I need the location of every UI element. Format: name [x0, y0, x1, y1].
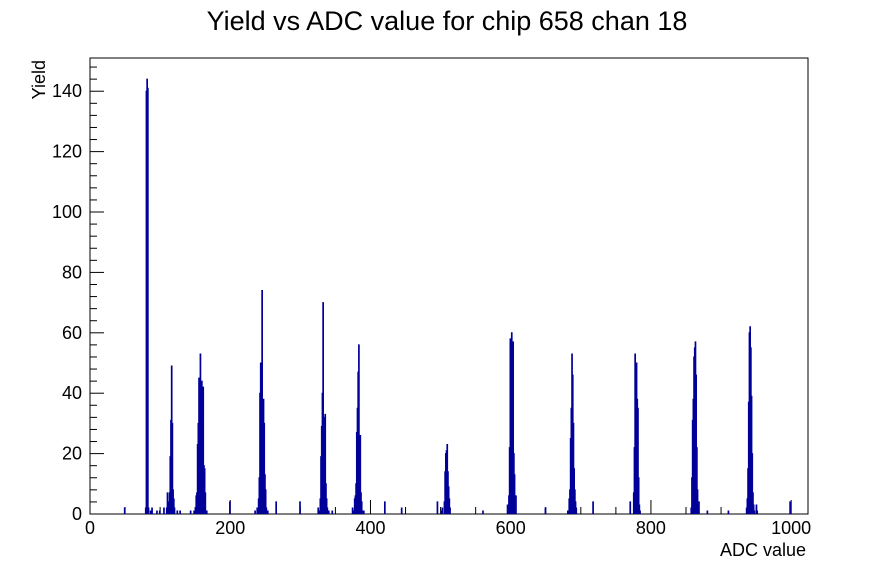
histogram-bin: [637, 407, 639, 514]
histogram-bin: [176, 510, 179, 514]
histogram-bin: [360, 501, 363, 514]
histogram-bin: [639, 510, 641, 514]
histogram-bin: [789, 501, 791, 514]
histogram-bin: [163, 507, 165, 514]
histogram-bin: [637, 477, 640, 514]
histogram-bin: [189, 510, 192, 514]
histogram-bin: [229, 501, 231, 514]
histogram-bin: [204, 492, 207, 514]
histogram-bin: [629, 501, 632, 514]
histogram-bin: [638, 504, 641, 514]
histogram-bin: [751, 453, 754, 514]
chart-title: Yield vs ADC value for chip 658 chan 18: [207, 6, 688, 36]
histogram-bin: [448, 498, 451, 514]
x-tick-label: 0: [85, 518, 95, 538]
histogram-bin: [383, 501, 386, 514]
histogram-bin: [149, 510, 152, 514]
histogram-bin: [515, 495, 517, 514]
histogram-bin: [506, 504, 509, 514]
histogram-bin: [254, 510, 256, 514]
histogram-bin: [167, 501, 170, 514]
histogram-bin: [171, 422, 174, 514]
histogram-bars: [123, 78, 791, 514]
y-tick-label: 20: [62, 444, 82, 464]
histogram-bin: [331, 510, 334, 514]
histogram-bin: [436, 501, 439, 514]
histogram-bin: [193, 510, 195, 514]
histogram-bin: [266, 510, 269, 514]
histogram-bin: [695, 374, 698, 514]
histogram-bin: [755, 504, 758, 514]
histogram-bin: [441, 507, 444, 514]
histogram-bin: [512, 341, 515, 514]
histogram-bin: [205, 510, 208, 514]
histogram-bin: [482, 510, 484, 514]
histogram-bin: [351, 507, 354, 514]
histogram-bin: [256, 507, 259, 514]
histogram-bin: [275, 501, 278, 514]
x-tick-label: 200: [215, 518, 245, 538]
histogram-bin: [592, 501, 594, 514]
histogram-bin: [513, 474, 516, 514]
histogram-bin: [179, 510, 181, 514]
histogram-bin: [264, 489, 267, 514]
histogram-bin: [696, 489, 699, 514]
histogram-bin: [322, 302, 324, 514]
histogram-bin: [203, 468, 206, 514]
histogram-bin: [752, 492, 754, 514]
histogram-bin: [706, 510, 709, 514]
histogram-bin: [261, 290, 263, 514]
y-tick-label: 0: [72, 504, 82, 524]
histogram-bin: [753, 510, 756, 514]
x-tick-label: 1000: [771, 518, 811, 538]
histogram-bin: [265, 507, 268, 514]
y-axis-label: Yield: [29, 60, 49, 99]
histogram-bin: [326, 507, 329, 514]
histogram-bin: [172, 498, 175, 514]
axis-ticks: [89, 66, 792, 515]
histogram-bin: [147, 507, 150, 514]
histogram-bin: [202, 386, 205, 514]
histogram-bin: [362, 510, 365, 514]
y-tick-label: 60: [62, 323, 82, 343]
histogram-bin: [327, 510, 330, 514]
histogram-bin: [575, 507, 578, 514]
histogram-bin: [151, 507, 153, 514]
histogram-bin: [696, 447, 698, 514]
x-tick-label: 600: [496, 518, 526, 538]
histogram-bin: [317, 507, 320, 514]
y-tick-label: 120: [52, 142, 82, 162]
histogram-bin: [173, 507, 176, 514]
histogram-bin: [544, 507, 547, 514]
histogram-bin: [752, 504, 755, 514]
y-tick-label: 140: [52, 81, 82, 101]
histogram-bin: [727, 510, 730, 514]
histogram-bin: [324, 413, 327, 514]
x-tick-label: 800: [636, 518, 666, 538]
histogram-bin: [123, 507, 126, 514]
axis-tick-labels: 0 200 400 600 800 1000 0 20 40 60 80 100 120 140: [52, 81, 811, 538]
histogram-bin: [158, 510, 161, 514]
y-tick-label: 100: [52, 202, 82, 222]
histogram-bin: [325, 498, 328, 514]
histogram-bin: [756, 510, 759, 514]
histogram-bin: [299, 501, 301, 514]
y-tick-label: 40: [62, 383, 82, 403]
histogram-bin: [156, 510, 158, 514]
y-tick-label: 80: [62, 262, 82, 282]
histogram-bin: [146, 87, 149, 514]
histogram-bin: [361, 510, 364, 514]
histogram-bin: [358, 344, 360, 514]
histogram-bin: [698, 501, 700, 514]
histogram-bin: [566, 510, 569, 514]
histogram-bin: [400, 507, 403, 514]
histogram-bin: [359, 434, 362, 514]
histogram-bin: [263, 422, 266, 514]
x-axis-label: ADC value: [720, 540, 806, 560]
histogram-bin: [449, 507, 451, 514]
x-tick-label: 400: [355, 518, 385, 538]
